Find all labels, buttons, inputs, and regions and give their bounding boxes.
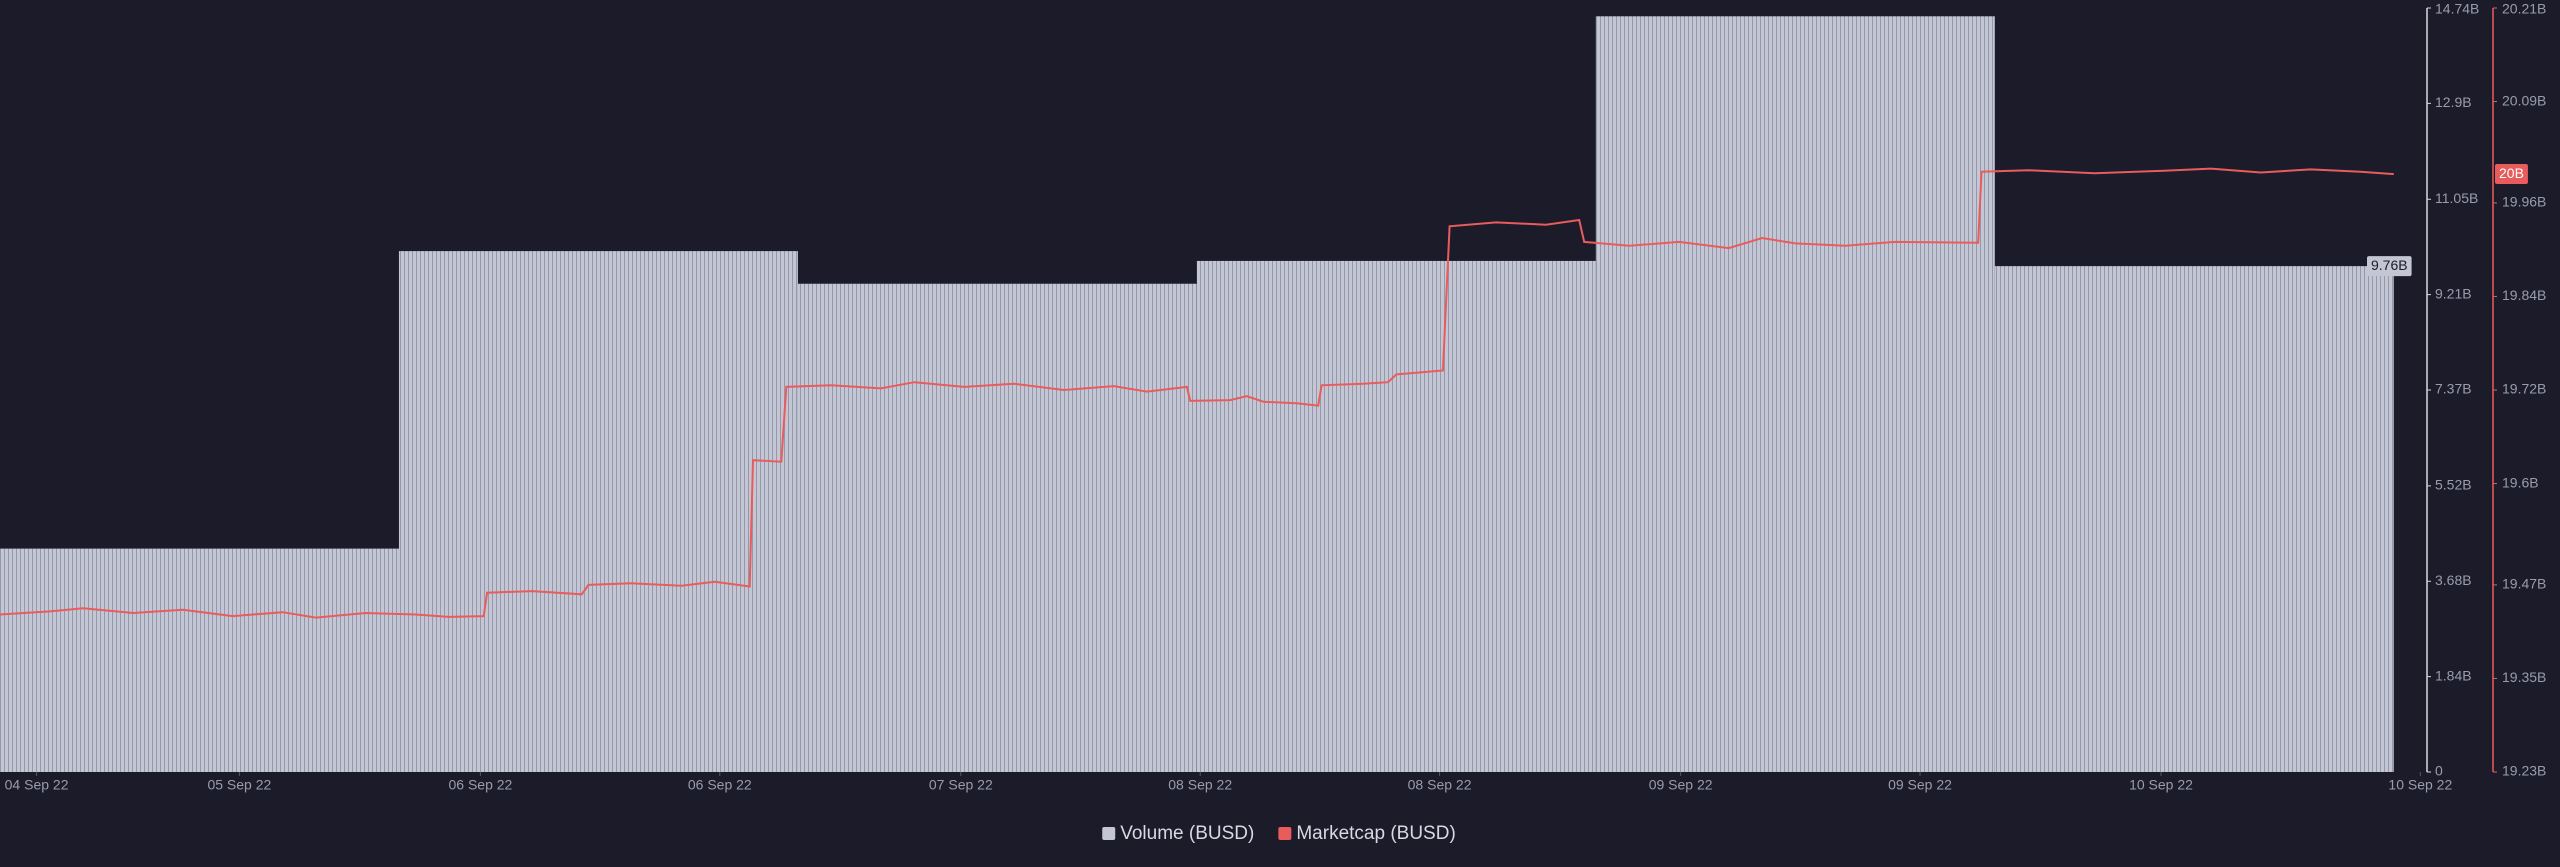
y2-tick-label: 19.84B [2502, 287, 2546, 303]
y2-tick-label: 20.21B [2502, 1, 2546, 17]
legend: Volume (BUSD) Marketcap (BUSD) [1102, 823, 1456, 844]
y2-tick-label: 19.72B [2502, 381, 2546, 397]
x-tick-label: 06 Sep 22 [688, 777, 752, 793]
x-tick-label: 04 Sep 22 [5, 777, 69, 793]
legend-swatch [1278, 827, 1292, 840]
y2-tick-label: 20.09B [2502, 92, 2546, 108]
x-tick-label: 08 Sep 22 [1168, 777, 1232, 793]
volume-bar [1196, 260, 1596, 772]
x-tick-label: 08 Sep 22 [1408, 777, 1472, 793]
current-marketcap-tag-box [2495, 164, 2528, 185]
x-tick-label: 09 Sep 22 [1649, 777, 1713, 793]
y2-tick-label: 19.6B [2502, 474, 2539, 490]
x-tick-label: 05 Sep 22 [207, 777, 271, 793]
legend-item: Volume (BUSD) [1102, 823, 1254, 844]
current-volume-tag: 9.76B [2367, 256, 2412, 277]
volume-bar [1595, 16, 1995, 772]
y-tick-label: 5.52B [2435, 477, 2472, 493]
current-volume-tag-box [2367, 256, 2412, 277]
x-tick-label: 07 Sep 22 [929, 777, 993, 793]
y-tick-label: 12.9B [2435, 94, 2472, 110]
x-tick-label: 09 Sep 22 [1888, 777, 1952, 793]
y2-tick-label: 19.35B [2502, 669, 2546, 685]
x-tick-label: 06 Sep 22 [448, 777, 512, 793]
volume-bar [398, 251, 798, 772]
y-tick-label: 11.05B [2435, 190, 2478, 206]
y-tick-label: 3.68B [2435, 572, 2472, 588]
lines [0, 167, 2394, 619]
y-tick-label: 14.74B [2435, 1, 2479, 17]
legend-swatch [1102, 827, 1116, 840]
legend-item: Marketcap (BUSD) [1278, 823, 1456, 844]
axes: 0 1.84B 3.68B 5.52B 7.37B 9.21B 11.05B 12.9B 14.… [5, 1, 2547, 793]
y-tick-label: 1.84B [2435, 667, 2472, 683]
volume-bar [1994, 266, 2394, 772]
y2-tick-label: 19.23B [2502, 763, 2546, 779]
volume-bar [797, 283, 1197, 772]
marketcap-line [0, 167, 2394, 619]
x-tick-label: 10 Sep 22 [2129, 777, 2193, 793]
current-marketcap-tag: 20B [2495, 164, 2528, 185]
legend-label: Volume (BUSD) [1120, 823, 1254, 844]
y2-tick-label: 19.47B [2502, 576, 2546, 592]
y-tick-label: 9.21B [2435, 285, 2472, 301]
x-tick-label: 10 Sep 22 [2388, 777, 2452, 793]
y2-tick-label: 19.96B [2502, 194, 2546, 210]
y-tick-label: 0 [2435, 763, 2443, 779]
current-marketcap-tag-text: 20B [2499, 165, 2524, 181]
current-volume-tag-text: 9.76B [2371, 257, 2408, 273]
y-tick-label: 7.37B [2435, 381, 2472, 397]
legend-label: Marketcap (BUSD) [1296, 823, 1455, 844]
bars [0, 16, 2394, 772]
volume-bar [0, 548, 399, 772]
